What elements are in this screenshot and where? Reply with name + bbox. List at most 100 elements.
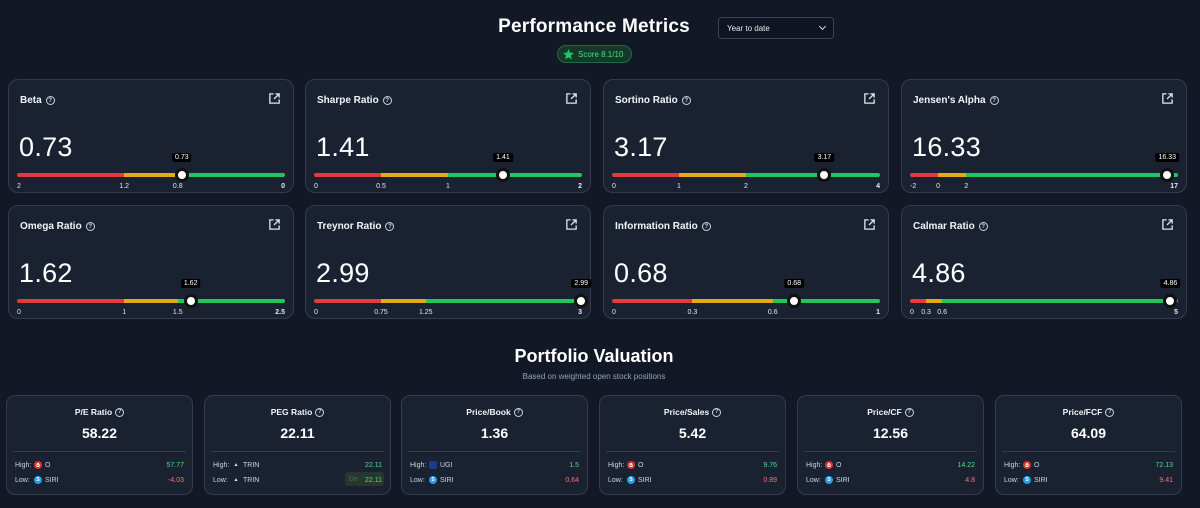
low-symbol[interactable]: SIRI	[45, 476, 59, 484]
info-icon[interactable]: ?	[385, 222, 395, 231]
valuation-title-row: Price/FCF ?	[996, 407, 1181, 417]
info-icon[interactable]: ?	[45, 96, 55, 105]
metric-title: Jensen's Alpha ?	[913, 95, 999, 106]
gauge-tick: 0	[612, 183, 616, 190]
high-row: High: UGI 1.5	[410, 459, 579, 471]
low-symbol[interactable]: TRIN	[243, 476, 260, 484]
metric-title: Sharpe Ratio ?	[317, 95, 392, 106]
external-link-icon[interactable]	[565, 218, 578, 231]
low-symbol[interactable]: SIRI	[836, 476, 850, 484]
metric-title-text: Treynor Ratio	[317, 221, 382, 232]
trin-logo-icon: ▲	[233, 477, 239, 483]
high-value: 1.5	[569, 461, 579, 469]
low-row: Low: S SIRI 9.41	[1004, 474, 1173, 486]
low-label: Low:	[213, 476, 228, 484]
gauge-tick: 17	[1170, 183, 1178, 190]
valuation-name: Price/FCF	[1062, 407, 1103, 417]
overlay-badge: De	[345, 472, 384, 486]
gauge-tick: 0.6	[937, 309, 948, 316]
metric-value: 0.73	[19, 132, 73, 162]
valuation-value: 58.22	[81, 425, 118, 441]
external-link-icon[interactable]	[565, 92, 578, 105]
gauge-segment-red	[314, 299, 381, 303]
low-symbol[interactable]: SIRI	[638, 476, 652, 484]
gauge-tick: 2	[744, 183, 748, 190]
low-value: 0.89	[763, 476, 777, 484]
valuation-title-row: Price/Book ?	[402, 407, 587, 417]
external-link-icon[interactable]	[1161, 218, 1174, 231]
high-symbol[interactable]: TRIN	[243, 461, 260, 469]
gauge-tick: 1.2	[119, 183, 130, 190]
metric-gauge: 0 0.75 1.25 3 2.99	[314, 279, 591, 316]
low-value: 4.8	[965, 476, 975, 484]
period-select[interactable]: Year to date	[718, 17, 834, 39]
info-icon[interactable]: ?	[712, 407, 722, 417]
high-symbol[interactable]: O	[638, 461, 644, 469]
high-symbol[interactable]: O	[45, 461, 51, 469]
high-symbol[interactable]: O	[836, 461, 842, 469]
metric-title-text: Beta	[20, 95, 42, 106]
siri-logo-icon: S	[34, 476, 42, 484]
gauge-marker	[183, 294, 198, 308]
metric-gauge: 0 1 2 4 3.17	[612, 153, 880, 190]
info-icon[interactable]: ?	[904, 407, 914, 417]
gauge-tick: 0.3	[687, 309, 698, 316]
valuation-value: 22.11	[280, 425, 315, 441]
low-symbol[interactable]: SIRI	[440, 476, 454, 484]
gauge-tick: 2	[578, 183, 582, 190]
metric-title-text: Omega Ratio	[20, 221, 82, 232]
info-icon[interactable]: ?	[1105, 407, 1115, 417]
low-symbol[interactable]: SIRI	[1034, 476, 1048, 484]
gauge-tick: 0	[314, 309, 318, 316]
metric-value: 1.62	[19, 258, 73, 288]
gauge-tick: 2	[964, 183, 969, 190]
external-link-icon[interactable]	[1161, 92, 1174, 105]
info-icon[interactable]: ?	[989, 96, 999, 105]
gauge-segment-red	[910, 299, 927, 303]
external-link-icon[interactable]	[268, 92, 281, 105]
gauge-segment-green	[177, 299, 285, 303]
high-symbol[interactable]: O	[1034, 461, 1040, 469]
info-icon[interactable]: ?	[382, 96, 392, 105]
high-row: High: O O 57.77	[15, 459, 184, 471]
valuation-card-p-e-ratio: P/E Ratio ? 58.22 High: O O 57.77 Low: S…	[6, 395, 193, 495]
info-icon[interactable]: ?	[85, 222, 95, 231]
metric-value: 3.17	[614, 132, 668, 162]
metric-title-text: Calmar Ratio	[913, 221, 975, 232]
high-symbol[interactable]: UGI	[440, 461, 453, 469]
ugi-logo-icon	[429, 461, 437, 469]
low-label: Low:	[1004, 476, 1019, 484]
low-label: Low:	[15, 476, 30, 484]
siri-logo-icon: S	[825, 476, 833, 484]
page-title: Performance Metrics	[498, 16, 690, 37]
gauge-tick: 0	[17, 309, 21, 316]
external-link-icon[interactable]	[863, 218, 876, 231]
gauge-segment-green	[185, 173, 285, 177]
external-link-icon[interactable]	[268, 218, 281, 231]
info-icon[interactable]: ?	[681, 96, 691, 105]
period-select-value: Year to date	[727, 23, 770, 33]
gauge-segment-green	[772, 299, 880, 303]
external-link-icon[interactable]	[863, 92, 876, 105]
low-value: 22.11	[365, 476, 382, 484]
siri-logo-icon: S	[429, 476, 437, 484]
gauge-tick: 1	[122, 309, 127, 316]
gauge-marker-label: 3.17	[814, 153, 835, 162]
gauge-segment-red	[314, 173, 381, 177]
info-icon[interactable]: ?	[115, 407, 125, 417]
metric-card-treynor-ratio: Treynor Ratio ? 2.99 0 0.75 1.25 3 2.99	[305, 205, 591, 319]
info-icon[interactable]: ?	[978, 222, 988, 231]
valuation-title-row: Price/CF ?	[798, 407, 983, 417]
metric-gauge: 0 0.3 0.6 1 0.68	[612, 279, 880, 316]
info-icon[interactable]: ?	[513, 407, 523, 417]
metric-card-jensen-s-alpha: Jensen's Alpha ? 16.33 -2 0 2 17 16.33	[901, 79, 1187, 193]
divider	[804, 451, 977, 452]
high-label: High:	[410, 461, 427, 469]
info-icon[interactable]: ?	[701, 222, 711, 231]
star-icon	[563, 48, 574, 59]
info-icon[interactable]: ?	[315, 407, 325, 417]
metric-title-text: Information Ratio	[615, 221, 698, 232]
high-label: High:	[15, 461, 32, 469]
o-logo-icon: O	[627, 461, 635, 469]
valuation-value: 5.42	[678, 425, 707, 441]
